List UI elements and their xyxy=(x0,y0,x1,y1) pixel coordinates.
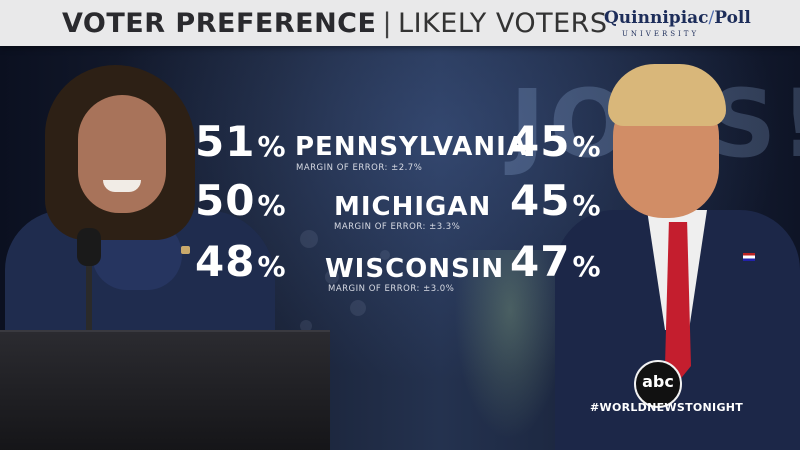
quinnipiac-poll-logo: Quinnipiac/Poll UNIVERSITY xyxy=(604,8,751,42)
title-main: VOTER PREFERENCE xyxy=(62,8,377,39)
left-pct-value: 48 xyxy=(195,237,256,286)
percent-sign: % xyxy=(257,130,287,163)
left-percentage: 48% xyxy=(195,237,287,286)
left-percentage: 50% xyxy=(195,176,287,225)
state-name: MICHIGAN xyxy=(334,192,492,222)
abc-logo-icon: abc xyxy=(634,360,682,408)
abc-logo-text: abc xyxy=(642,372,674,391)
show-hashtag: #WORLDNEWSTONIGHT xyxy=(590,401,744,414)
left-candidate-face xyxy=(78,95,166,213)
bokeh-light xyxy=(380,250,390,260)
bokeh-light xyxy=(300,320,312,332)
bokeh-light xyxy=(350,300,366,316)
logo-name-right: Poll xyxy=(714,8,751,28)
margin-of-error: MARGIN OF ERROR: ±2.7% xyxy=(296,163,423,173)
right-pct-value: 47 xyxy=(510,237,571,286)
percent-sign: % xyxy=(572,250,602,283)
state-name: WISCONSIN xyxy=(325,254,505,284)
right-percentage: 45% xyxy=(510,176,602,225)
logo-university: UNIVERSITY xyxy=(622,30,700,38)
right-pct-value: 45 xyxy=(510,117,571,166)
title-divider: | xyxy=(382,8,393,39)
right-candidate-tie xyxy=(665,222,691,382)
left-pct-value: 51 xyxy=(195,117,256,166)
left-candidate-smile xyxy=(103,180,141,192)
right-percentage: 45% xyxy=(510,117,602,166)
logo-wordmark: Quinnipiac/Poll xyxy=(604,8,751,28)
page-title: VOTER PREFERENCE | LIKELY VOTERS xyxy=(62,8,608,39)
background-crowd xyxy=(450,250,570,450)
margin-of-error: MARGIN OF ERROR: ±3.0% xyxy=(328,284,455,294)
bokeh-light xyxy=(325,270,339,284)
percent-sign: % xyxy=(257,250,287,283)
left-pct-value: 50 xyxy=(195,176,256,225)
margin-of-error: MARGIN OF ERROR: ±3.3% xyxy=(334,222,461,232)
percent-sign: % xyxy=(257,189,287,222)
right-candidate-photo xyxy=(535,60,800,450)
percent-sign: % xyxy=(572,189,602,222)
podium xyxy=(0,330,330,450)
right-candidate-hair xyxy=(608,64,726,126)
flag-pin-icon xyxy=(743,253,755,261)
microphone-icon xyxy=(77,228,101,266)
right-percentage: 47% xyxy=(510,237,602,286)
lapel-pin-icon xyxy=(181,246,190,254)
logo-separator: / xyxy=(708,8,715,28)
microphone-stand xyxy=(86,230,92,370)
left-percentage: 51% xyxy=(195,117,287,166)
right-pct-value: 45 xyxy=(510,176,571,225)
logo-name-left: Quinnipiac xyxy=(604,8,709,28)
bokeh-light xyxy=(300,230,318,248)
title-subtitle: LIKELY VOTERS xyxy=(398,8,608,39)
percent-sign: % xyxy=(572,130,602,163)
header-bar: VOTER PREFERENCE | LIKELY VOTERS Quinnipia… xyxy=(0,0,800,46)
state-name: PENNSYLVANIA xyxy=(295,132,528,162)
